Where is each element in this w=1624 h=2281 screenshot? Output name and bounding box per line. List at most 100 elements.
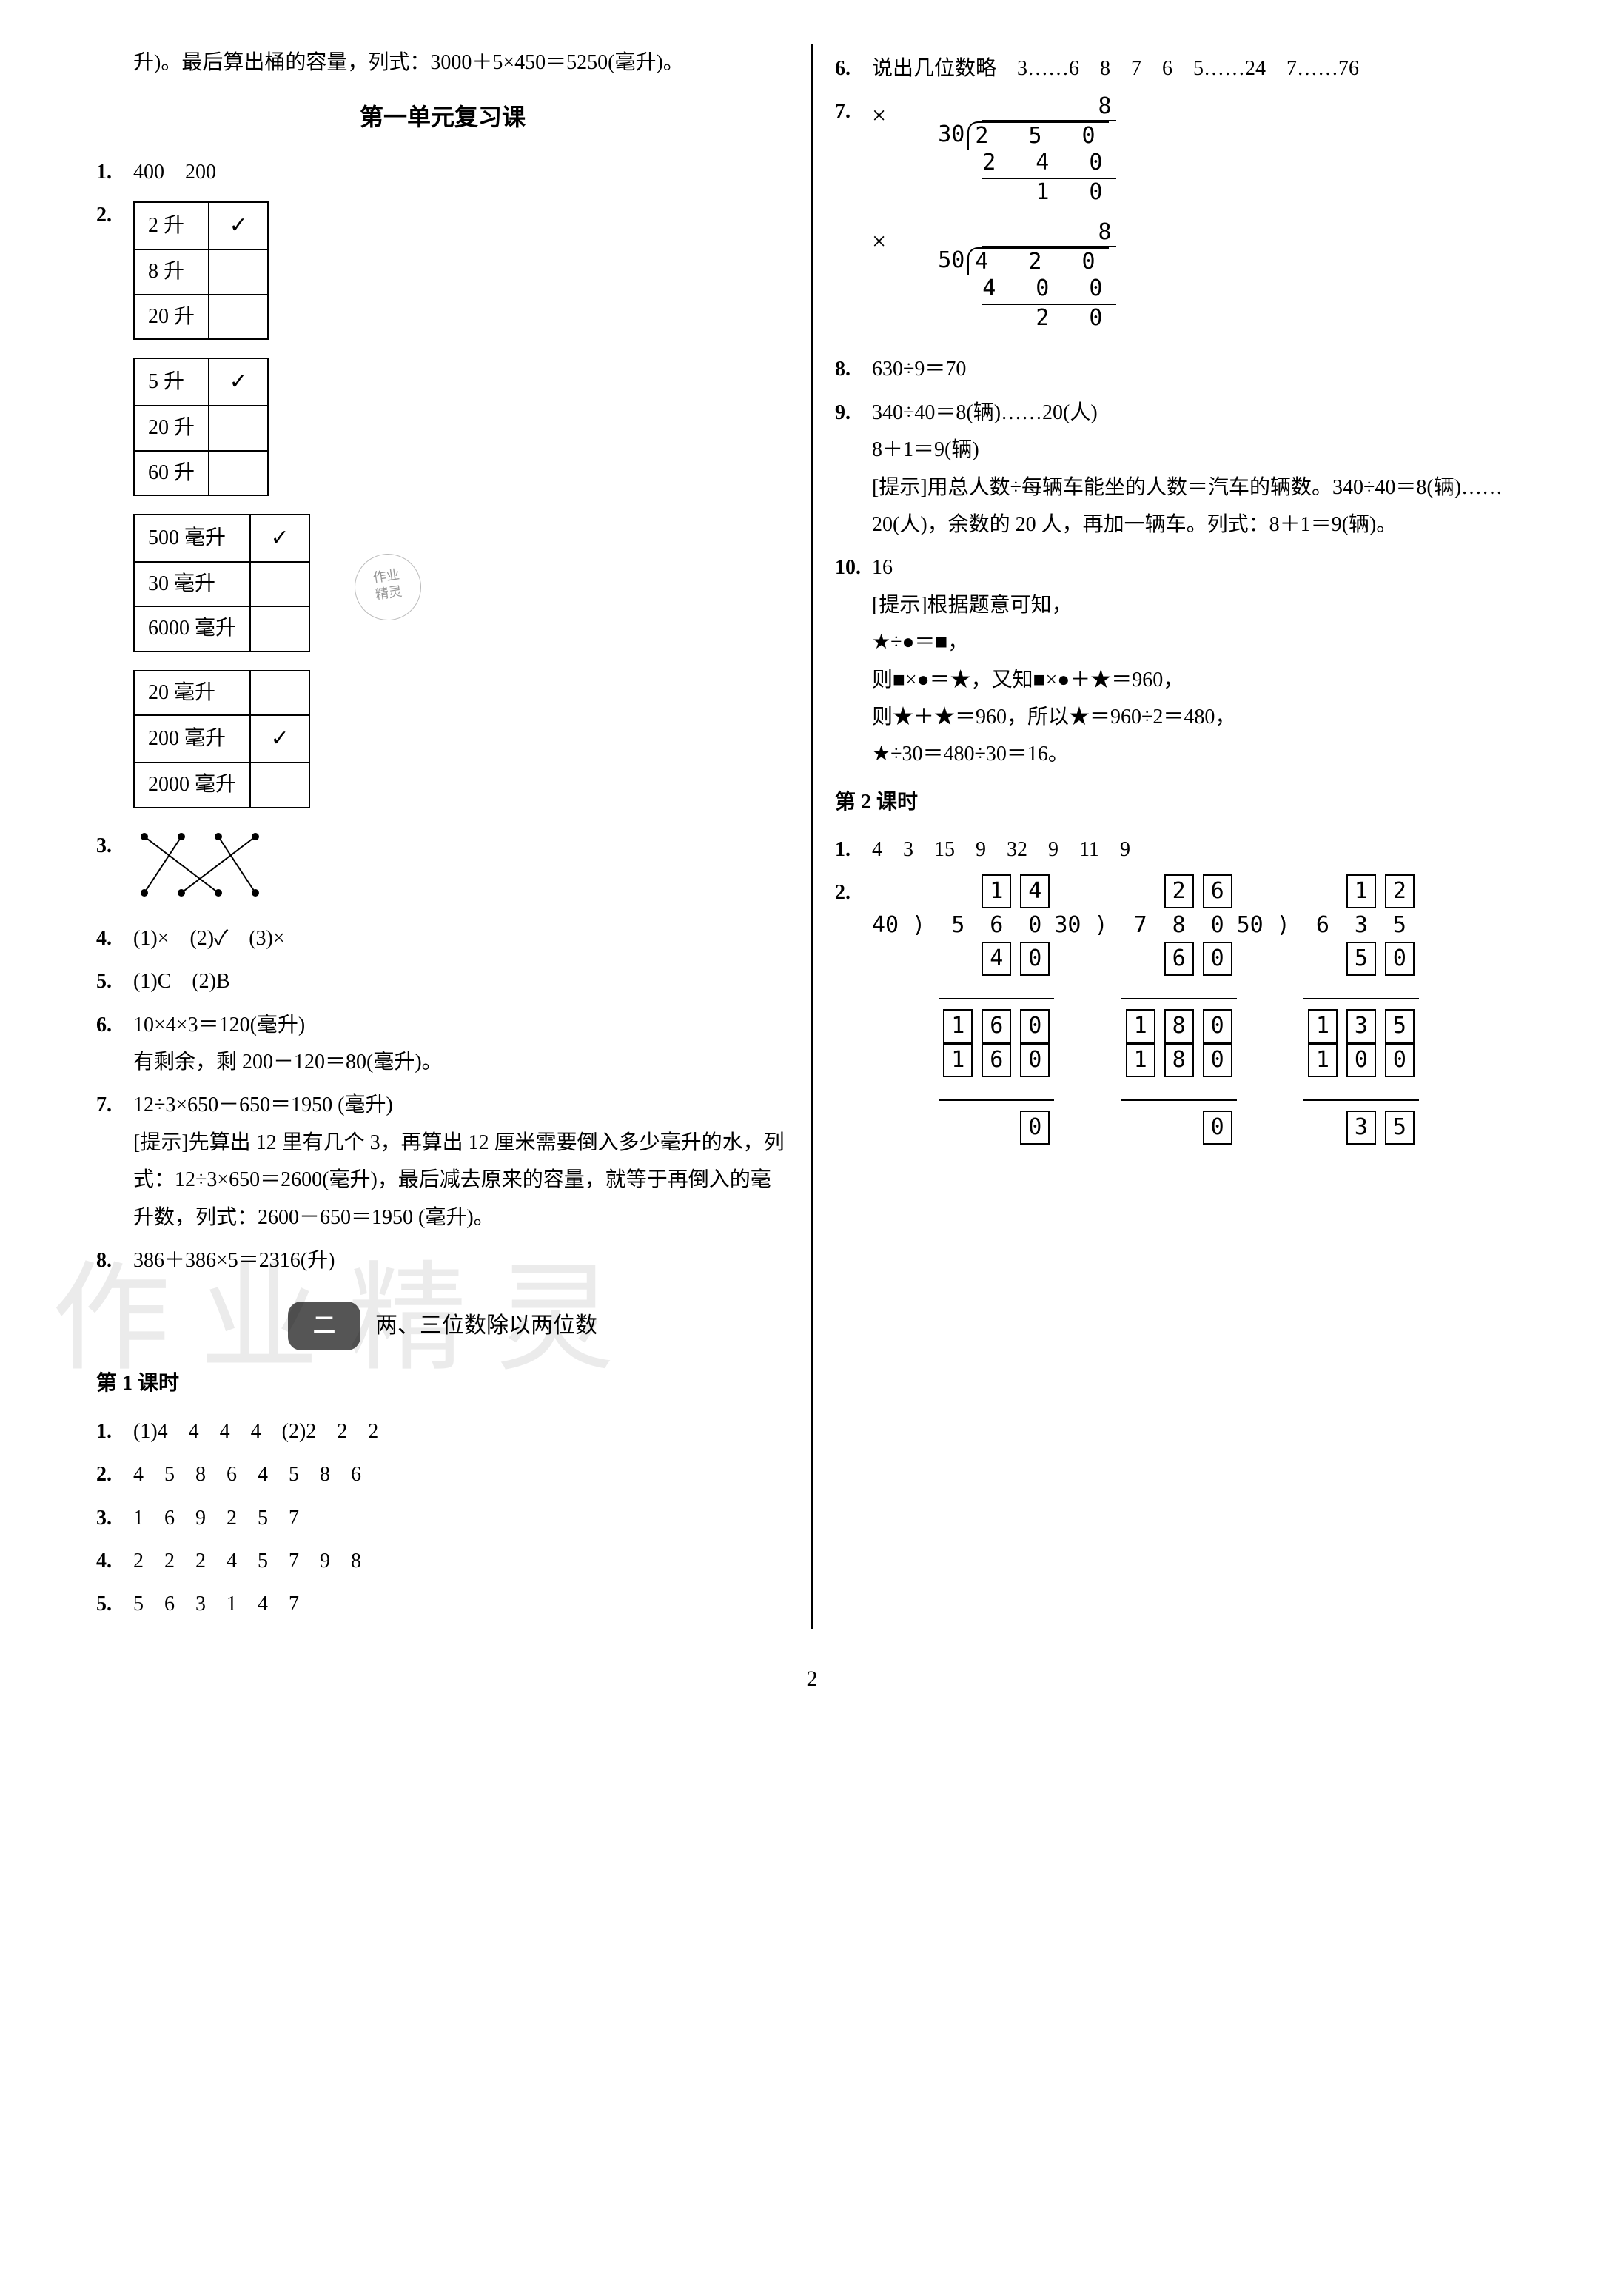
digit-box: 1 [943,1009,973,1043]
digit-box: 1 [982,874,1011,908]
digit-box: 1 [1126,1043,1155,1077]
unit2-badge: 二 [288,1302,360,1350]
digit-box: 0 [1020,1111,1050,1145]
digit-box: 2 [1164,874,1194,908]
q2-cell-check [250,671,309,715]
q2-cell-label: 20 升 [134,406,209,450]
boxed-long-division: 1250 ) 6355013510035 [1237,874,1419,1145]
q2-cell-check [209,202,268,249]
l2q2: 2. 1440 ) 5604016016002630 ) 78060180180… [835,874,1528,1174]
l2q1-num: 1. [835,831,872,868]
matching-diagram-svg [133,828,266,902]
check-icon [229,371,247,394]
dividend-digit: 8 [1160,908,1198,942]
wrong-mark-icon: × [872,93,886,138]
divisor: 30 ) [1054,912,1121,938]
q8l-num: 8. [96,1242,133,1279]
digit-box: 5 [1385,1009,1415,1043]
l2q1-text: 4 3 15 9 32 9 11 9 [872,831,1528,868]
q1: 1. 400 200 [96,154,789,191]
lesson1-item: 5.5 6 3 1 4 7 [96,1586,789,1623]
q2-cell-label: 2000 毫升 [134,763,250,807]
q10r-l1: [提示]根据题意可知， [872,587,1528,624]
q2-cell-label: 500 毫升 [134,515,250,562]
digit-box: 0 [1020,942,1050,976]
q6-left: 6. 10×4×3＝120(毫升) 有剩余，剩 200－120＝80(毫升)。 [96,1007,789,1082]
digit-box: 5 [1346,942,1376,976]
left-column: 升)。最后算出桶的容量，列式：3000＋5×450＝5250(毫升)。 第一单元… [74,44,813,1629]
item-num: 3. [96,1500,133,1537]
q2-table: 20 毫升200 毫升2000 毫升 [133,670,310,808]
q2: 2. 2 升8 升20 升5 升20 升60 升500 毫升30 毫升6000 … [96,197,789,821]
q1-num: 1. [96,154,133,191]
boxed-long-division: 2630 ) 780601801800 [1054,874,1236,1145]
boxed-long-division: 1440 ) 560401601600 [872,874,1054,1145]
digit-box: 4 [1020,874,1050,908]
digit-box: 0 [1385,1043,1415,1077]
division-work: 8302 5 02 4 01 0 [938,93,1115,206]
q4: 4. (1)× (2)✓ (3)× [96,920,789,957]
digit-box: 1 [1308,1009,1338,1043]
q2-cell-label: 2 升 [134,202,209,249]
q2-cell-check [250,715,309,763]
item-text: 4 5 8 6 4 5 8 6 [133,1456,789,1493]
q7l-hint: [提示]先算出 12 里有几个 3，再算出 12 厘米需要倒入多少毫升的水，列式… [133,1125,789,1236]
lesson2-head: 第 2 课时 [835,784,1528,821]
q2-table: 500 毫升30 毫升6000 毫升 [133,514,310,652]
q9-right: 9. 340÷40＝8(辆)……20(人) 8＋1＝9(辆) [提示]用总人数÷… [835,395,1528,544]
divisor: 40 ) [872,912,939,938]
page-container: 升)。最后算出桶的容量，列式：3000＋5×450＝5250(毫升)。 第一单元… [74,44,1550,1629]
digit-box: 0 [1203,942,1232,976]
item-num: 1. [96,1413,133,1450]
unit2-header: 二 两、三位数除以两位数 [96,1302,789,1350]
q9r-l1: 8＋1＝9(辆) [872,432,1528,469]
item-text: 5 6 3 1 4 7 [133,1586,789,1623]
q2-table: 5 升20 升60 升 [133,358,269,496]
dividend-digit: 3 [1342,908,1380,942]
q7l-num: 7. [96,1087,133,1124]
q3-diagram [133,828,789,914]
q2-cell-label: 30 毫升 [134,562,250,606]
q2-cell-check [250,763,309,807]
digit-box: 0 [1385,942,1415,976]
division-work: 8504 2 04 0 02 0 [938,219,1115,332]
item-text: 2 2 2 4 5 7 9 8 [133,1543,789,1580]
lesson1-head: 第 1 课时 [96,1365,789,1402]
digit-box: 3 [1346,1111,1376,1145]
q2-cell-check [209,358,268,406]
q2-cell-check [250,515,309,562]
q2-cell-label: 20 升 [134,295,209,339]
q5-num: 5. [96,963,133,1000]
q6l-num: 6. [96,1007,133,1044]
q7r-num: 7. [835,93,872,130]
q2-cell-label: 20 毫升 [134,671,250,715]
item-num: 5. [96,1586,133,1623]
q4-text: (1)× (2)✓ (3)× [133,920,789,957]
item-num: 4. [96,1543,133,1580]
long-division: ×8504 2 04 0 02 0 [872,219,1528,332]
q2-cell-check [209,451,268,495]
q9r-content: 340÷40＝8(辆)……20(人) 8＋1＝9(辆) [提示]用总人数÷每辆车… [872,395,1528,544]
check-icon [270,527,289,550]
q7-right: 7. × 8302 5 02 4 01 0 ×8504 2 04 0 02 0 [835,93,1528,345]
q8-right: 8. 630÷9＝70 [835,351,1528,388]
l2q2-content: 1440 ) 5604016016002630 ) 78060180180012… [872,874,1528,1174]
q6r-num: 6. [835,50,872,87]
q3: 3. [96,828,789,914]
l2q1: 1. 4 3 15 9 32 9 11 9 [835,831,1528,868]
q8l-text: 386＋386×5＝2316(升) [133,1242,789,1279]
digit-box: 0 [1020,1009,1050,1043]
check-icon [229,215,247,238]
dividend-digit: 6 [1303,908,1342,942]
q9r-num: 9. [835,395,872,432]
q4-num: 4. [96,920,133,957]
q6l-content: 10×4×3＝120(毫升) 有剩余，剩 200－120＝80(毫升)。 [133,1007,789,1082]
digit-box: 2 [1385,874,1415,908]
digit-box: 3 [1346,1009,1376,1043]
q2-cell-check [250,606,309,651]
item-text: (1)4 4 4 4 (2)2 2 2 [133,1413,789,1450]
q8r-text: 630÷9＝70 [872,351,1528,388]
q10r-l4: 则★＋★＝960，所以★＝960÷2＝480， [872,699,1528,736]
q9r-l2: [提示]用总人数÷每辆车能坐的人数＝汽车的辆数。340÷40＝8(辆)……20(… [872,469,1528,544]
q2-cell-check [250,562,309,606]
